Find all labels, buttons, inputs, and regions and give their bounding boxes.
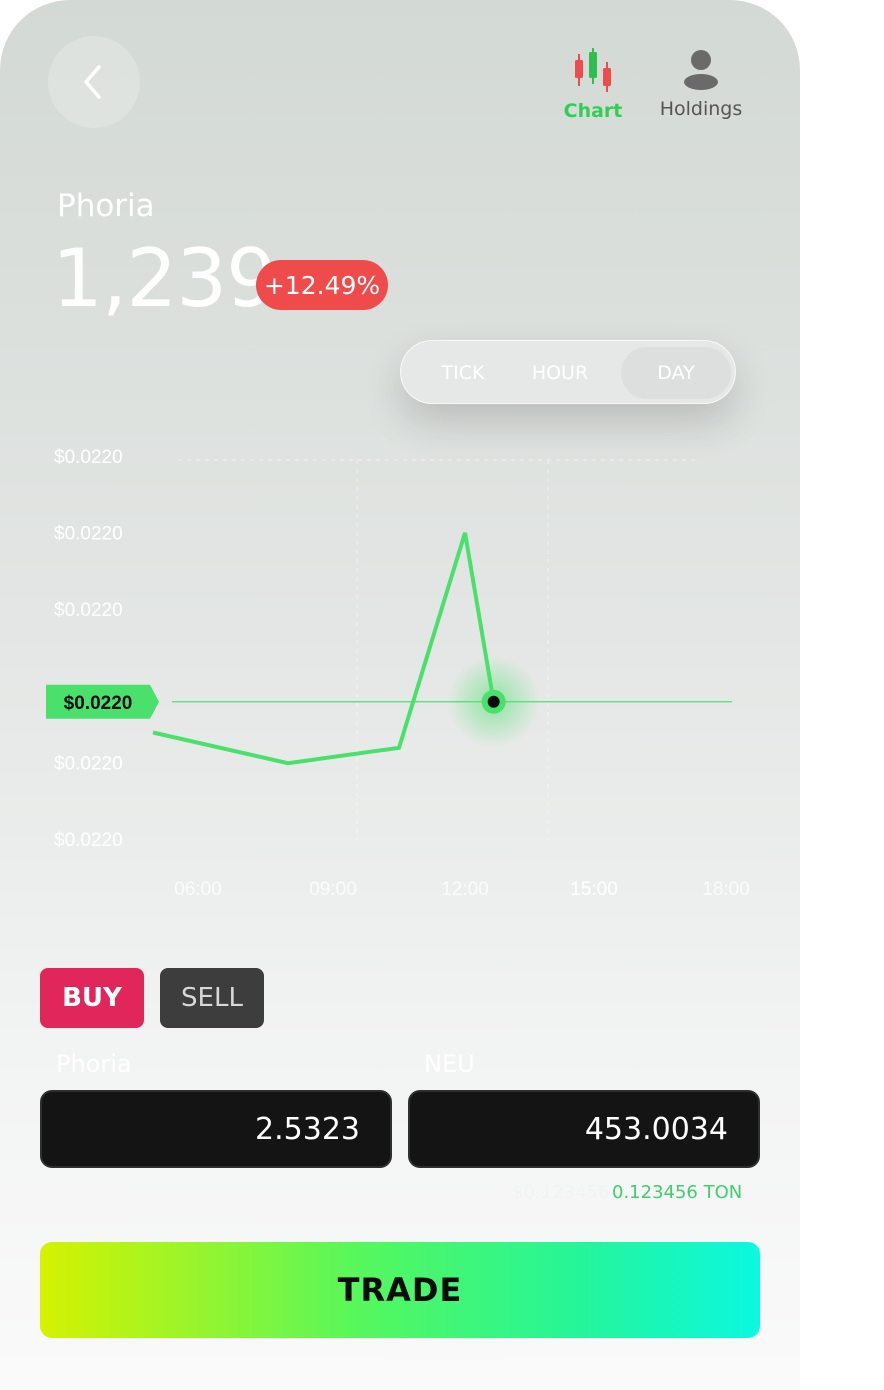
fee-ton: 0.123456 TON xyxy=(612,1182,743,1203)
back-button[interactable] xyxy=(48,36,140,128)
chevron-left-icon xyxy=(84,65,101,99)
current-price-tag-bg xyxy=(46,684,159,719)
y-tick-label: $0.0220 xyxy=(54,753,123,774)
timeframe-hour[interactable]: HOUR xyxy=(531,362,589,384)
receive-amount-input[interactable]: 453.0034 xyxy=(408,1090,760,1168)
current-price-tag: $0.0220 xyxy=(46,684,159,719)
chart-grid xyxy=(178,459,700,840)
user-icon xyxy=(684,50,718,90)
timeframe-day[interactable]: DAY xyxy=(621,347,731,399)
current-point-dot xyxy=(487,695,500,708)
candlestick-icon xyxy=(575,48,611,92)
price-series-line xyxy=(152,532,496,766)
timeframe-toggle: TICK HOUR DAY xyxy=(400,340,736,404)
receive-field-label: NEU xyxy=(424,1050,475,1078)
pay-field-label: Phoria xyxy=(56,1050,132,1078)
x-tick-label: 15:00 xyxy=(570,879,618,900)
y-tick-label: $0.0220 xyxy=(54,600,123,621)
timeframe-tick[interactable]: TICK xyxy=(441,362,485,384)
x-axis-labels: 06:00 09:00 12:00 15:00 18:00 xyxy=(174,879,750,900)
app-screen: Chart Holdings Phoria 1,239 +12.49% TICK… xyxy=(0,0,800,1390)
pay-amount-input[interactable]: 2.5323 xyxy=(40,1090,392,1168)
asset-price: 1,239 xyxy=(52,232,277,325)
nav-holdings-label: Holdings xyxy=(659,98,743,120)
x-tick-label: 09:00 xyxy=(309,879,357,900)
nav-holdings[interactable]: Holdings xyxy=(656,46,746,120)
x-tick-label: 12:00 xyxy=(441,879,489,900)
y-tick-label: $0.0220 xyxy=(54,447,123,468)
trade-button[interactable]: TRADE xyxy=(40,1242,760,1338)
sell-button[interactable]: SELL xyxy=(160,968,264,1028)
asset-name: Phoria xyxy=(57,188,155,224)
buy-button[interactable]: BUY xyxy=(40,968,144,1028)
y-tick-label: $0.0220 xyxy=(54,524,123,545)
x-tick-label: 06:00 xyxy=(174,879,222,900)
y-axis-labels: $0.0220 $0.0220 $0.0220 $0.0220 $0.0220 xyxy=(54,447,123,851)
price-change-badge: +12.49% xyxy=(256,260,388,310)
y-tick-label: $0.0220 xyxy=(54,830,123,851)
current-price-label: $0.0220 xyxy=(64,693,133,714)
nav-chart-label: Chart xyxy=(563,100,623,122)
fee-usd: $0.123456 xyxy=(512,1182,610,1203)
x-tick-label: 18:00 xyxy=(702,879,750,900)
price-chart: $0.0220 $0.0220 $0.0220 $0.0220 $0.0220 06:0… xyxy=(46,447,750,900)
nav-chart[interactable]: Chart xyxy=(560,46,626,122)
